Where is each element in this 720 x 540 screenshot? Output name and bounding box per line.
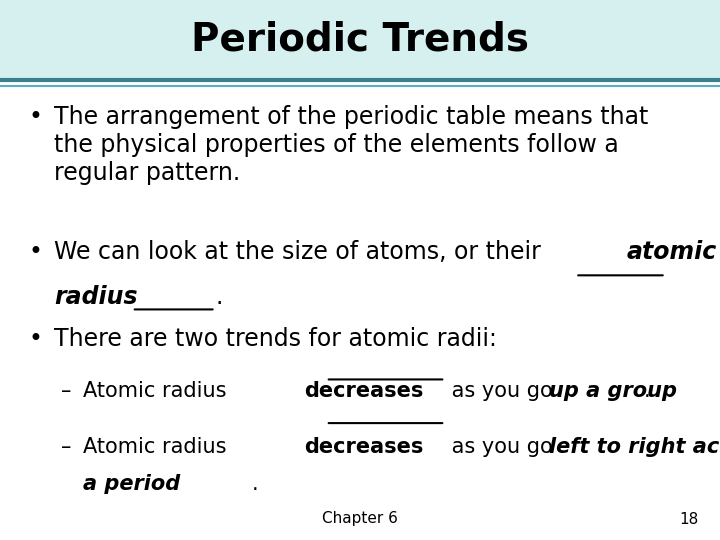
Text: Atomic radius: Atomic radius [83,381,233,401]
Text: decreases: decreases [305,381,423,401]
Text: 18: 18 [679,511,698,526]
Text: decreases: decreases [305,437,423,457]
Text: We can look at the size of atoms, or their: We can look at the size of atoms, or the… [54,240,549,264]
Text: There are two trends for atomic radii:: There are two trends for atomic radii: [54,327,497,350]
Text: a period: a period [83,474,180,494]
Text: The arrangement of the periodic table means that
the physical properties of the : The arrangement of the periodic table me… [54,105,649,185]
Text: left to right across: left to right across [549,437,720,457]
Text: .: . [251,474,258,494]
Text: as you go: as you go [445,437,559,457]
Text: Chapter 6: Chapter 6 [322,511,398,526]
Text: •: • [29,105,42,129]
Text: up a group: up a group [549,381,678,401]
Text: .: . [215,285,223,308]
Text: Periodic Trends: Periodic Trends [191,21,529,59]
FancyBboxPatch shape [0,0,720,80]
Text: •: • [29,240,42,264]
Text: –: – [61,381,71,401]
Text: .: . [644,381,650,401]
Text: atomic: atomic [626,240,716,264]
Text: as you go: as you go [445,381,559,401]
Text: •: • [29,327,42,350]
Text: Atomic radius: Atomic radius [83,437,233,457]
Text: radius: radius [54,285,138,308]
Text: –: – [61,437,71,457]
